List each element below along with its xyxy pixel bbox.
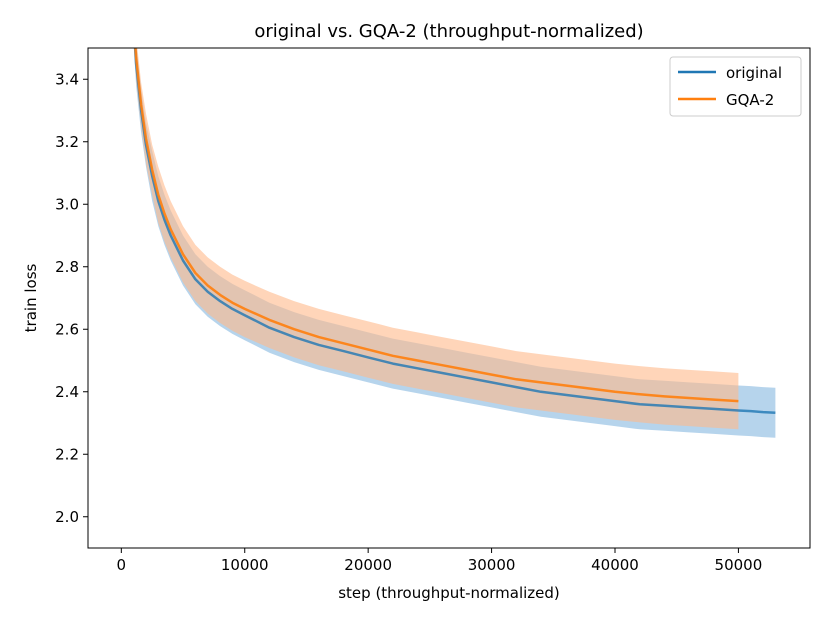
x-tick-label: 30000 bbox=[468, 556, 516, 574]
y-tick-label: 2.8 bbox=[55, 258, 79, 276]
x-tick-label: 50000 bbox=[715, 556, 763, 574]
y-tick-label: 3.4 bbox=[55, 70, 79, 88]
x-tick-label: 0 bbox=[117, 556, 127, 574]
y-tick-label: 3.2 bbox=[55, 133, 79, 151]
y-tick-label: 3.0 bbox=[55, 195, 79, 213]
y-axis: 2.0 2.2 2.4 2.6 2.8 3.0 3.2 3.4 bbox=[55, 70, 88, 526]
x-tick-label: 20000 bbox=[344, 556, 392, 574]
chart-title: original vs. GQA-2 (throughput-normalize… bbox=[254, 21, 643, 42]
x-axis: 0 10000 20000 30000 40000 50000 bbox=[117, 548, 763, 574]
x-tick-label: 10000 bbox=[221, 556, 269, 574]
plot-frame bbox=[87, 47, 811, 549]
x-axis-label: step (throughput-normalized) bbox=[338, 584, 560, 602]
legend-label-original: original bbox=[726, 64, 782, 82]
y-tick-label: 2.0 bbox=[55, 508, 79, 526]
y-tick-label: 2.6 bbox=[55, 320, 79, 338]
x-tick-label: 40000 bbox=[591, 556, 639, 574]
series-line-gqa-2 bbox=[134, 48, 739, 403]
y-tick-label: 2.4 bbox=[55, 383, 79, 401]
y-tick-label: 2.2 bbox=[55, 445, 79, 463]
legend-label-gqa-2: GQA-2 bbox=[726, 91, 774, 109]
legend: original GQA-2 bbox=[669, 56, 802, 117]
series-line-original bbox=[133, 48, 776, 414]
plot-area bbox=[133, 48, 776, 438]
y-axis-label: train loss bbox=[22, 263, 40, 332]
